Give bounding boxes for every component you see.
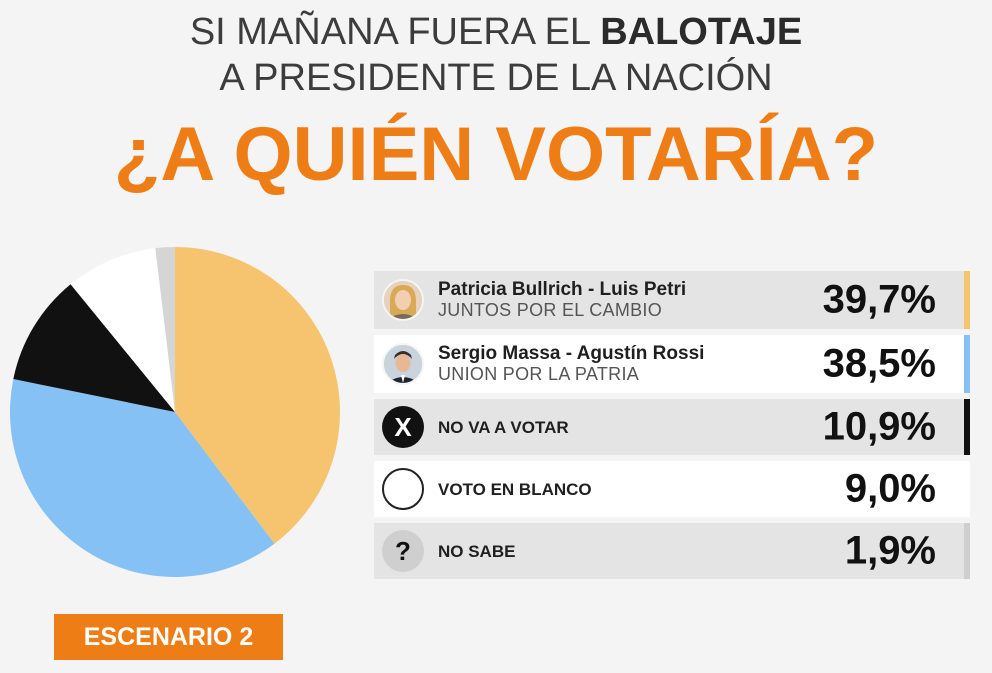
pie-slice-1 xyxy=(10,379,275,577)
pie-chart xyxy=(10,247,341,577)
x-icon: X xyxy=(382,406,424,448)
massa-color-bar xyxy=(964,335,970,393)
bullrich-name: Patricia Bullrich - Luis Petri xyxy=(438,279,687,300)
headline-prefix: SI MAÑANA FUERA EL xyxy=(189,11,601,53)
pie-slice-2 xyxy=(13,284,176,412)
headline-line-2: A PRESIDENTE DE LA NACIÓN xyxy=(219,57,773,99)
bullrich-color-bar xyxy=(964,271,970,329)
question-mark-icon: ? xyxy=(382,530,424,572)
no-sabe-label: NO SABE xyxy=(438,541,516,561)
headline-line-1: SI MAÑANA FUERA EL BALOTAJE xyxy=(0,10,992,54)
white-circle-icon xyxy=(382,468,424,510)
no-sabe-percent: 1,9% xyxy=(844,528,936,573)
result-row-massa: Sergio Massa - Agustín Rossi UNION POR L… xyxy=(374,335,970,393)
massa-party: UNION POR LA PATRIA xyxy=(438,364,640,384)
no-va-a-votar-color-bar xyxy=(964,399,970,455)
voto-en-blanco-label: VOTO EN BLANCO xyxy=(438,479,592,499)
scenario-badge: ESCENARIO 2 xyxy=(54,614,283,660)
results-table: Patricia Bullrich - Luis Petri JUNTOS PO… xyxy=(374,271,970,585)
pie-slice-0 xyxy=(175,247,341,544)
no-sabe-color-bar xyxy=(964,523,970,579)
headline-balotaje: BALOTAJE xyxy=(600,11,803,53)
bullrich-party: JUNTOS POR EL CAMBIO xyxy=(438,300,663,320)
result-row-no-va-a-votar: X NO VA A VOTAR 10,9% xyxy=(374,399,970,455)
massa-avatar xyxy=(382,343,424,385)
result-row-voto-en-blanco: VOTO EN BLANCO 9,0% xyxy=(374,461,970,517)
pie-slice-3 xyxy=(70,248,175,412)
voto-en-blanco-color-bar xyxy=(964,461,970,517)
bullrich-percent: 39,7% xyxy=(822,277,936,322)
massa-name: Sergio Massa - Agustín Rossi xyxy=(438,343,705,364)
result-row-no-sabe: ? NO SABE 1,9% xyxy=(374,523,970,579)
massa-percent: 38,5% xyxy=(822,341,936,386)
pie-slice-4 xyxy=(155,247,175,412)
result-row-bullrich: Patricia Bullrich - Luis Petri JUNTOS PO… xyxy=(374,271,970,329)
bullrich-avatar xyxy=(382,279,424,321)
no-va-a-votar-label: NO VA A VOTAR xyxy=(438,417,569,437)
question-title: ¿A QUIÉN VOTARÍA? xyxy=(113,112,879,197)
voto-en-blanco-percent: 9,0% xyxy=(844,466,936,511)
no-va-a-votar-percent: 10,9% xyxy=(822,404,936,449)
